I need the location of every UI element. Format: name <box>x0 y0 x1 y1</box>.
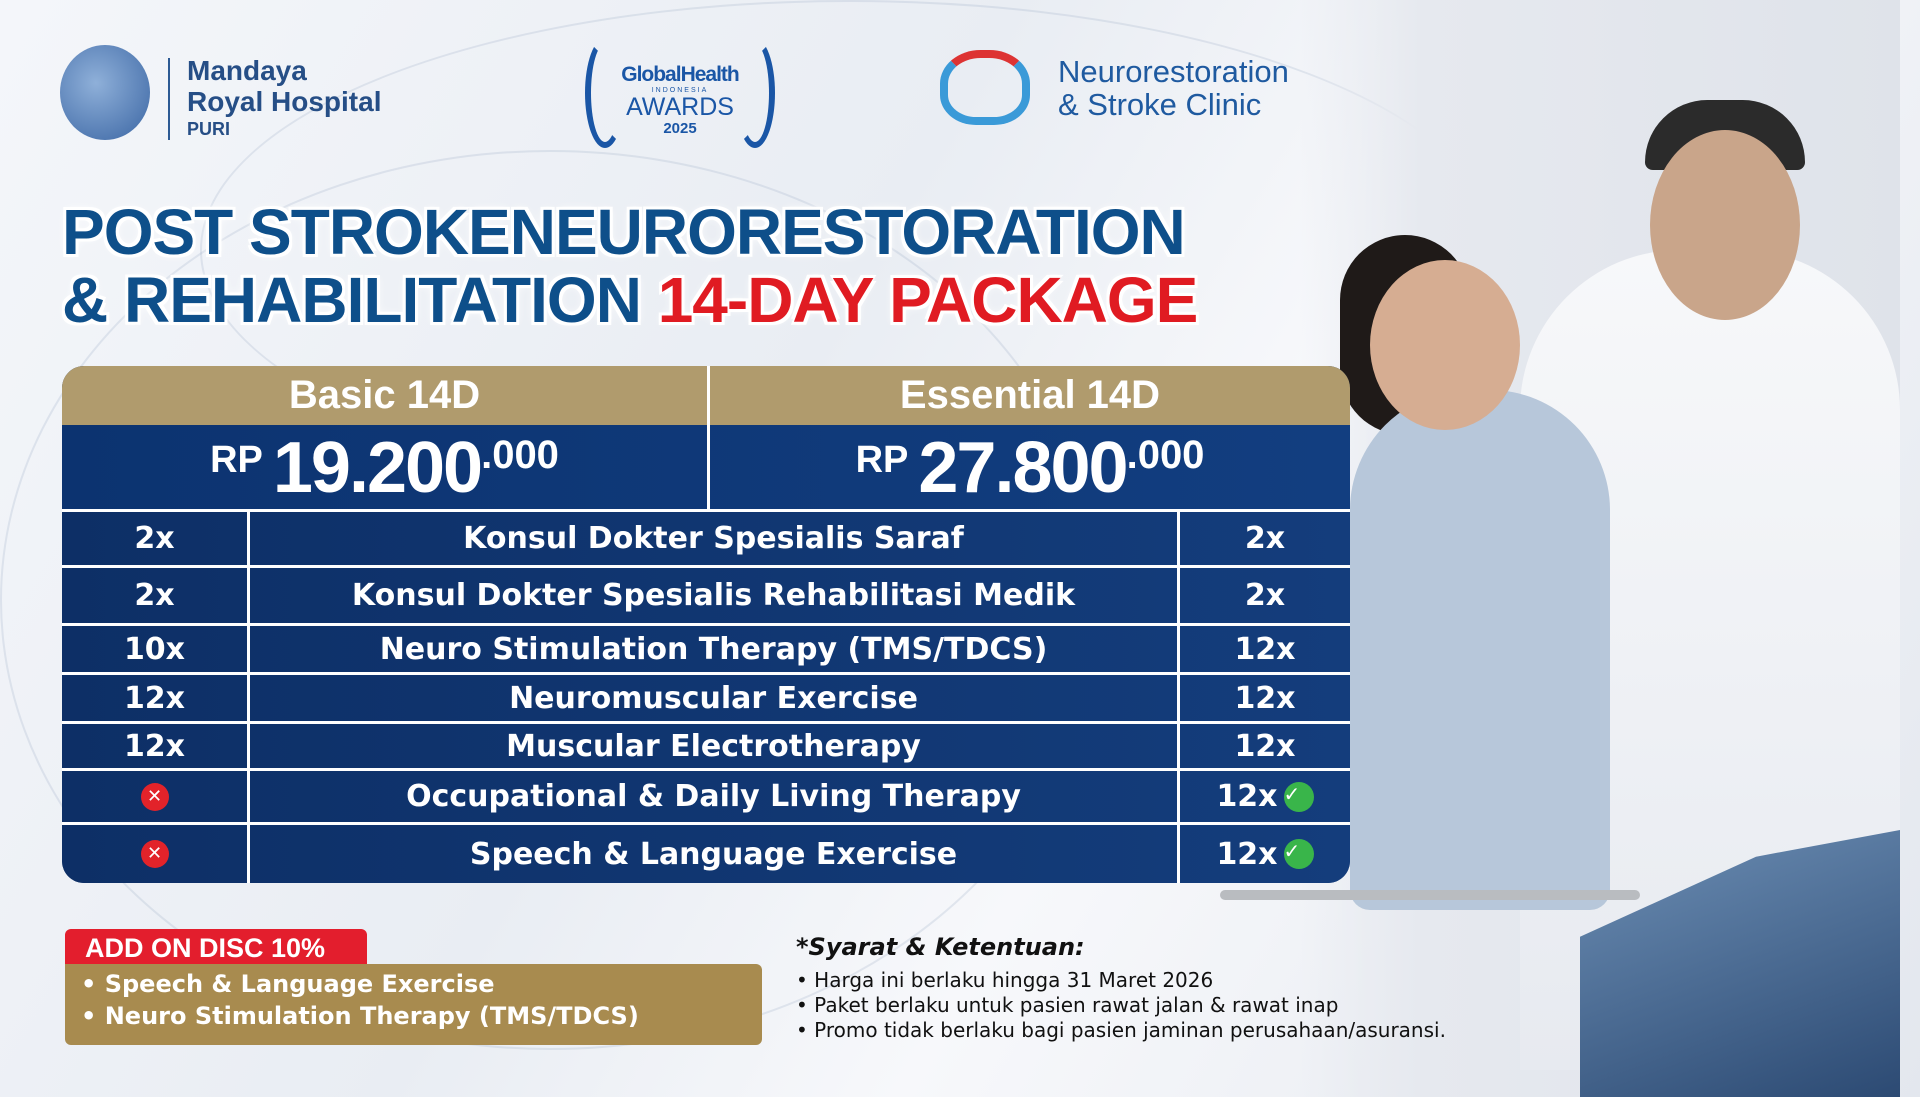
doctor-head <box>1650 130 1800 320</box>
patient-head <box>1370 260 1520 430</box>
laurel-right-icon <box>735 38 775 148</box>
price-essential: RP 27.800 .000 <box>710 425 1350 509</box>
check-circle-icon: ✓ <box>1283 839 1314 869</box>
basic-qty: 2x <box>62 568 250 623</box>
table-row: 12x Neuromuscular Exercise 12x <box>62 675 1350 724</box>
basic-cell: ✕ <box>62 771 250 822</box>
service-name: Neuromuscular Exercise <box>250 675 1180 721</box>
essential-qty: 12x <box>1216 779 1278 814</box>
table-row: ✕ Speech & Language Exercise 12x ✓ <box>62 825 1350 883</box>
check-circle-icon: ✓ <box>1283 781 1314 812</box>
x-circle-icon: ✕ <box>140 782 169 811</box>
addon-item-text: Speech & Language Exercise <box>104 970 495 998</box>
currency: RP <box>210 439 263 481</box>
award-year: 2025 <box>663 120 697 137</box>
terms-item-text: Harga ini berlaku hingga 31 Maret 2026 <box>814 968 1214 992</box>
patient-figure <box>1350 390 1610 910</box>
essential-cell: 12x ✓ <box>1180 825 1350 883</box>
service-name: Konsul Dokter Spesialis Saraf <box>250 512 1180 565</box>
terms-item: • Promo tidak berlaku bagi pasien jamina… <box>796 1018 1446 1042</box>
terms-section: *Syarat & Ketentuan: • Harga ini berlaku… <box>796 935 1516 1043</box>
x-circle-icon: ✕ <box>140 840 169 868</box>
terms-item-text: Paket berlaku untuk pasien rawat jalan &… <box>814 993 1339 1017</box>
essential-qty: 12x <box>1216 836 1278 872</box>
basic-qty: 12x <box>62 675 250 721</box>
currency: RP <box>855 439 909 481</box>
addon-item-text: Neuro Stimulation Therapy (TMS/TDCS) <box>104 1002 639 1030</box>
service-name: Muscular Electrotherapy <box>250 724 1180 768</box>
laurel-left-icon <box>585 38 625 148</box>
essential-qty: 12x <box>1234 680 1296 716</box>
service-name: Konsul Dokter Spesialis Rehabilitasi Med… <box>250 568 1180 623</box>
walker <box>1220 890 1640 900</box>
clinic-brain-icon <box>940 50 1030 125</box>
package-table: Basic 14D Essential 14D RP 19.200 .000 R… <box>62 366 1350 883</box>
title-highlight: 14-DAY PACKAGE <box>657 264 1199 336</box>
table-row: ✕ Occupational & Daily Living Therapy 12x ✓ <box>62 771 1350 825</box>
award-logo: GlobalHealth INDONESIA AWARDS 2025 <box>585 38 775 148</box>
clinic-name-2: & Stroke Clinic <box>1058 87 1262 122</box>
title-line2: & REHABILITATION <box>62 264 642 336</box>
clinic-logo: Neurorestoration & Stroke Clinic <box>1058 55 1289 121</box>
basic-cell: ✕ <box>62 825 250 883</box>
page-title: POST STROKENEURORESTORATION & REHABILITA… <box>62 198 1362 334</box>
basic-qty: 12x <box>62 724 250 768</box>
price-row: RP 19.200 .000 RP 27.800 .000 <box>62 425 1350 512</box>
logo-divider <box>168 58 170 140</box>
award-line3: AWARDS <box>626 93 734 121</box>
hospital-logo: Mandaya Royal Hospital PURI <box>187 55 381 141</box>
terms-item: • Paket berlaku untuk pasien rawat jalan… <box>796 993 1339 1017</box>
price-amount: 19.200 <box>272 428 483 508</box>
package-name-essential: Essential 14D <box>899 373 1161 417</box>
addon-item: • Neuro Stimulation Therapy (TMS/TDCS) <box>81 1002 639 1030</box>
table-row: 10x Neuro Stimulation Therapy (TMS/TDCS) 1… <box>62 626 1350 675</box>
price-basic: RP 19.200 .000 <box>62 425 710 509</box>
award-line1: GlobalHealth <box>621 63 740 86</box>
package-header: Basic 14D Essential 14D <box>62 366 1350 425</box>
price-decimals: .000 <box>1126 433 1205 477</box>
table-row: 12x Muscular Electrotherapy 12x <box>62 724 1350 771</box>
title-line1: POST STROKENEURORESTORATION <box>62 196 1186 268</box>
award-line2: INDONESIA <box>651 87 709 94</box>
essential-qty: 2x <box>1244 521 1286 556</box>
service-name: Occupational & Daily Living Therapy <box>250 771 1180 822</box>
basic-qty: 2x <box>62 512 250 565</box>
table-row: 2x Konsul Dokter Spesialis Saraf 2x <box>62 512 1350 568</box>
service-name: Speech & Language Exercise <box>250 825 1180 883</box>
table-row: 2x Konsul Dokter Spesialis Rehabilitasi M… <box>62 568 1350 626</box>
addon-badge: ADD ON DISC 10% <box>65 929 367 967</box>
price-decimals: .000 <box>481 433 559 477</box>
hospital-branch: PURI <box>187 119 231 139</box>
price-amount: 27.800 <box>918 428 1128 508</box>
clinic-name-1: Neurorestoration <box>1058 54 1289 89</box>
hospital-name-2: Royal Hospital <box>187 86 382 117</box>
hospital-logo-icon <box>60 45 150 140</box>
essential-qty: 2x <box>1244 578 1286 613</box>
hospital-name-1: Mandaya <box>187 55 307 86</box>
basic-qty: 10x <box>62 626 250 672</box>
addon-list: • Speech & Language Exercise • Neuro Sti… <box>65 964 762 1045</box>
terms-item-text: Promo tidak berlaku bagi pasien jaminan … <box>814 1018 1446 1042</box>
essential-cell: 12x ✓ <box>1180 771 1350 822</box>
package-name-basic: Basic 14D <box>62 366 710 425</box>
service-name: Neuro Stimulation Therapy (TMS/TDCS) <box>250 626 1180 672</box>
terms-item: • Harga ini berlaku hingga 31 Maret 2026 <box>796 968 1214 992</box>
terms-heading: *Syarat & Ketentuan: <box>796 933 1085 961</box>
addon-item: • Speech & Language Exercise <box>81 970 495 998</box>
essential-qty: 12x <box>1234 631 1296 667</box>
essential-qty: 12x <box>1234 728 1296 764</box>
